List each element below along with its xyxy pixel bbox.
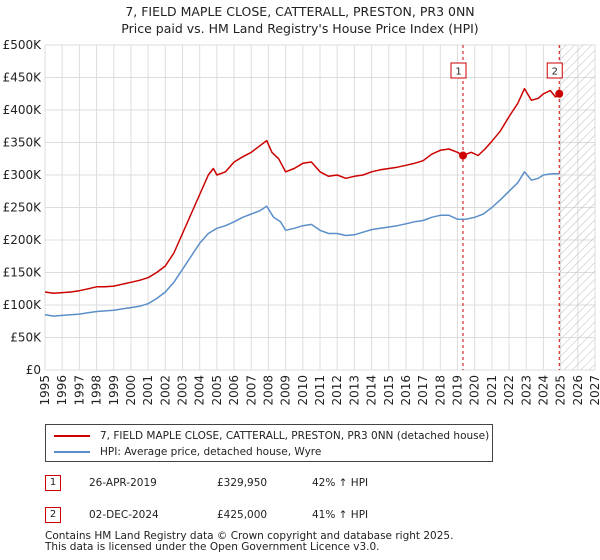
legend-line-property <box>54 435 90 437</box>
x-tick-label: 2023 <box>519 375 533 406</box>
property-price-line <box>44 87 560 295</box>
x-tick-label: 2019 <box>451 375 465 406</box>
sale-change-2: 41% ↑ HPI <box>312 509 369 521</box>
y-tick-label: £250K <box>3 201 43 215</box>
sale-badge-1: 1 <box>45 475 61 491</box>
x-tick-label: 1997 <box>72 375 86 406</box>
sale-date-1: 26-APR-2019 <box>89 477 157 489</box>
y-tick-label: £350K <box>3 136 43 150</box>
x-tick-label: 2003 <box>176 375 190 406</box>
sale-2-label-box <box>546 62 563 79</box>
sale-1-label: 1 <box>455 67 461 78</box>
x-tick-label: 2002 <box>158 375 172 406</box>
y-tick-label: £300K <box>3 168 43 182</box>
sale-date-2: 02-DEC-2024 <box>89 509 159 521</box>
x-tick-label: 2008 <box>261 375 275 406</box>
legend-label-hpi: HPI: Average price, detached house, Wyre <box>100 446 322 458</box>
y-tick-label: £200K <box>3 233 43 247</box>
y-tick-label: £450K <box>3 71 43 85</box>
y-tick-label: £400K <box>3 103 43 117</box>
x-tick-label: 2007 <box>244 375 258 406</box>
sale-badge-2: 2 <box>45 507 61 523</box>
title-line-1: 7, FIELD MAPLE CLOSE, CATTERALL, PRESTON… <box>125 4 475 19</box>
sale-1-point <box>459 151 467 160</box>
sale-change-1: 42% ↑ HPI <box>312 477 369 489</box>
x-tick-label: 2001 <box>141 375 155 406</box>
y-axis-labels: £0 £50K £100K £150K £200K £250K £300K £350K £400… <box>3 38 43 377</box>
x-tick-label: 2009 <box>279 375 293 406</box>
footer-line-1: Contains HM Land Registry data © Crown c… <box>45 530 454 542</box>
x-tick-label: 1998 <box>90 375 104 406</box>
x-tick-label: 2013 <box>347 375 361 406</box>
x-tick-label: 2014 <box>365 375 379 406</box>
x-tick-label: 2024 <box>536 375 550 406</box>
sale-vlines <box>462 45 560 370</box>
legend-line-hpi <box>54 451 90 453</box>
legend-item-hpi: HPI: Average price, detached house, Wyre <box>54 444 321 460</box>
x-tick-label: 2022 <box>502 375 516 406</box>
x-tick-label: 2018 <box>433 375 447 406</box>
x-tick-label: 2016 <box>399 375 413 406</box>
x-tick-label: 2005 <box>210 375 224 406</box>
x-tick-label: 2004 <box>193 375 207 406</box>
x-tick-label: 2000 <box>124 375 138 406</box>
x-tick-label: 2010 <box>296 375 310 406</box>
x-tick-label: 2011 <box>313 375 327 406</box>
sale-price-1: £329,950 <box>217 477 268 489</box>
forecast-hatch <box>559 45 595 370</box>
x-tick-label: 2026 <box>571 375 585 406</box>
chart-title: 7, FIELD MAPLE CLOSE, CATTERALL, PRESTON… <box>0 3 600 37</box>
legend-item-property: 7, FIELD MAPLE CLOSE, CATTERALL, PRESTON… <box>54 428 489 444</box>
sale-2-label: 2 <box>552 67 558 78</box>
x-axis-labels: 1995 1996 1997 1998 1999 2000 2001 2002 2003 2004… <box>38 375 600 406</box>
y-tick-label: £50K <box>10 331 42 345</box>
title-line-2: Price paid vs. HM Land Registry's House … <box>121 21 479 36</box>
x-tick-label: 2020 <box>468 375 482 406</box>
y-tick-label: £0 <box>26 363 41 377</box>
series <box>44 87 560 317</box>
x-tick-label: 2017 <box>416 375 430 406</box>
x-tick-label: 2015 <box>382 375 396 406</box>
sale-price-2: £425,000 <box>217 509 268 521</box>
footer-line-2: This data is licensed under the Open Gov… <box>45 541 380 553</box>
legend-label-property: 7, FIELD MAPLE CLOSE, CATTERALL, PRESTON… <box>100 430 490 442</box>
x-tick-label: 2021 <box>485 375 499 406</box>
grid <box>44 44 596 371</box>
x-tick-label: 1999 <box>107 375 121 406</box>
x-tick-label: 2012 <box>330 375 344 406</box>
sale-2-point <box>555 89 564 98</box>
x-tick-label: 1996 <box>55 375 69 406</box>
footer: Contains HM Land Registry data © Crown c… <box>45 531 453 553</box>
sale-1-label-box <box>450 62 467 79</box>
y-tick-label: £150K <box>3 266 43 280</box>
y-tick-label: £500K <box>3 38 43 52</box>
x-tick-label: 2025 <box>554 375 568 406</box>
legend: 7, FIELD MAPLE CLOSE, CATTERALL, PRESTON… <box>45 424 493 462</box>
x-tick-label: 1995 <box>38 375 52 406</box>
x-tick-label: 2027 <box>588 375 600 406</box>
y-tick-label: £100K <box>3 298 43 312</box>
x-tick-label: 2006 <box>227 375 241 406</box>
hpi-line <box>44 171 560 317</box>
